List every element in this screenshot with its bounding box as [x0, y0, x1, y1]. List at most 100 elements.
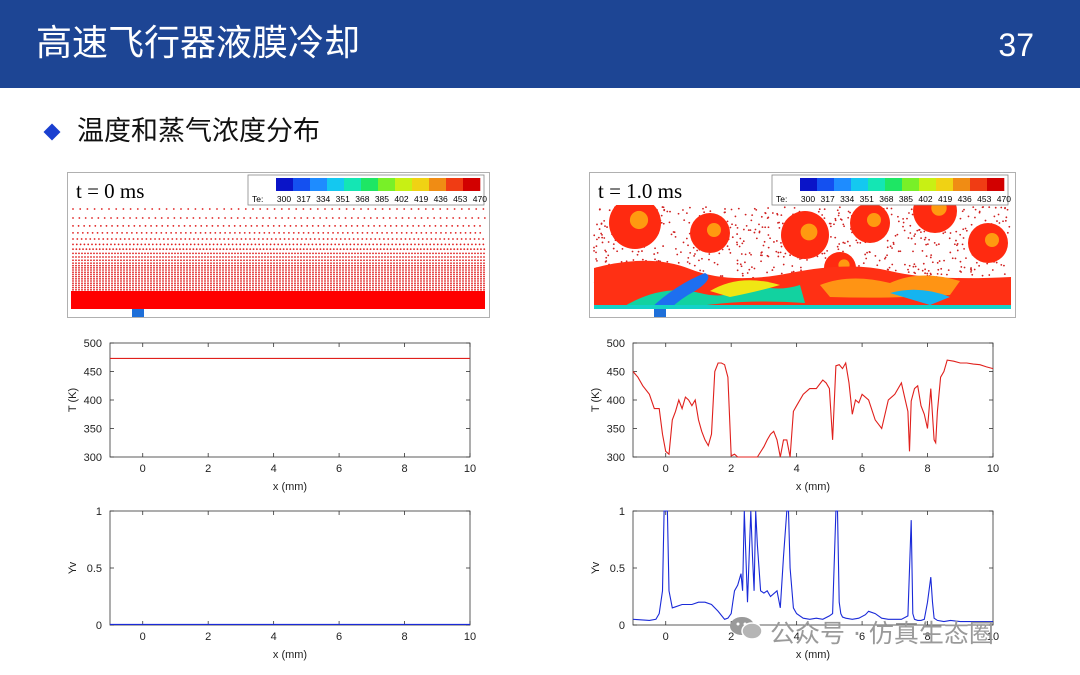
x-tick-label: 8	[401, 463, 407, 475]
y-tick-label: 0	[619, 620, 625, 632]
y-tick-label: 1	[96, 506, 102, 518]
wechat-icon	[730, 617, 763, 640]
y-axis-label: Yv	[590, 561, 602, 574]
x-tick-label: 4	[271, 463, 277, 475]
colorbar-swatch	[868, 178, 886, 191]
y-tick-label: 0.5	[610, 563, 625, 575]
y-tick-label: 350	[84, 424, 102, 436]
colorbar-swatch	[970, 178, 988, 191]
sim-panel-t0: t = 0 ms Te: 300 317 334 351 368 385 402 419 436 4…	[67, 172, 490, 318]
colorbar-tick-label: 334	[316, 194, 330, 204]
colorbar-tick-label: 368	[879, 194, 893, 204]
colorbar-swatch	[987, 178, 1005, 191]
plot-area	[109, 342, 471, 458]
colorbar-swatch	[276, 178, 294, 191]
colorbar: Te: 300 317 334 351 368 385 402 419 436 453 470	[771, 174, 1011, 206]
x-tick-label: 8	[924, 631, 930, 643]
x-tick-label: 8	[401, 631, 407, 643]
y-tick-label: 0	[96, 620, 102, 632]
header-bar: 高速飞行器液膜冷却 37	[0, 0, 1080, 88]
injector-slot	[654, 309, 666, 317]
colorbar-tick-label: 317	[296, 194, 310, 204]
colorbar-tick-label: 402	[394, 194, 408, 204]
colorbar-swatch	[293, 178, 311, 191]
sim-field-t1: t = 1.0 ms Te: 300 317 334 351 368 385 402 419 43…	[590, 173, 1011, 317]
y-tick-label: 300	[607, 452, 625, 464]
colorbar-swatch	[395, 178, 413, 191]
x-axis-label: x (mm)	[273, 649, 307, 661]
x-tick-label: 4	[794, 631, 800, 643]
colorbar-swatch	[936, 178, 954, 191]
plot-area	[632, 510, 994, 626]
colorbar-label: Te:	[776, 194, 787, 204]
colorbar-label: Te:	[252, 194, 263, 204]
colorbar-swatch	[344, 178, 362, 191]
series-line	[632, 510, 993, 623]
colorbar-tick-label: 351	[336, 194, 350, 204]
colorbar-tick-label: 419	[938, 194, 952, 204]
colorbar-swatch	[310, 178, 328, 191]
x-tick-label: 0	[140, 631, 146, 643]
colorbar-swatch	[378, 178, 396, 191]
colorbar-tick-label: 470	[473, 194, 487, 204]
plot-area	[109, 510, 471, 626]
colorbar-tick-label: 453	[453, 194, 467, 204]
vapor-fraction-chart-t1: 0 2 4 6 8 10 0 0.5 1 x (mm) Yv	[590, 506, 999, 661]
x-tick-label: 2	[205, 463, 211, 475]
page-number: 37	[998, 27, 1034, 63]
y-axis-label: T (K)	[590, 388, 602, 412]
injector-slot	[132, 309, 144, 317]
colorbar-swatch	[953, 178, 971, 191]
colorbar-tick-label: 300	[801, 194, 815, 204]
x-tick-label: 6	[336, 463, 342, 475]
x-tick-label: 2	[728, 631, 734, 643]
colorbar-tick-label: 419	[414, 194, 428, 204]
colorbar-swatch	[327, 178, 345, 191]
x-axis-label: x (mm)	[796, 649, 830, 661]
sim-panel-t1: t = 1.0 ms Te: 300 317 334 351 368 385 402 419 43…	[589, 172, 1016, 318]
time-label-bg	[590, 173, 770, 205]
colorbar-swatch	[919, 178, 937, 191]
y-tick-label: 350	[607, 424, 625, 436]
x-tick-label: 2	[728, 463, 734, 475]
y-tick-label: 450	[84, 367, 102, 379]
y-tick-label: 500	[607, 338, 625, 350]
colorbar-swatch	[463, 178, 481, 191]
x-tick-label: 6	[859, 631, 865, 643]
colorbar-tick-label: 470	[997, 194, 1011, 204]
y-tick-label: 400	[607, 395, 625, 407]
y-tick-label: 300	[84, 452, 102, 464]
colorbar-swatch	[361, 178, 379, 191]
x-axis-label: x (mm)	[273, 481, 307, 493]
time-label: t = 0 ms	[76, 179, 144, 203]
colorbar-tick-label: 453	[977, 194, 991, 204]
y-axis-label: T (K)	[67, 388, 79, 412]
colorbar-swatch	[412, 178, 430, 191]
x-tick-label: 0	[663, 631, 669, 643]
section-title: 温度和蒸气浓度分布	[77, 116, 320, 147]
x-tick-label: 10	[987, 463, 999, 475]
series-line	[632, 359, 994, 458]
y-axis-label: Yv	[67, 561, 79, 574]
x-tick-label: 4	[271, 631, 277, 643]
colorbar-tick-label: 334	[840, 194, 854, 204]
colorbar-tick-label: 317	[820, 194, 834, 204]
colorbar-tick-label: 368	[355, 194, 369, 204]
colorbar-swatch	[429, 178, 447, 191]
plot-area	[632, 342, 994, 458]
colorbar-swatch	[800, 178, 818, 191]
y-tick-label: 500	[84, 338, 102, 350]
x-tick-label: 10	[464, 631, 476, 643]
colorbar-tick-label: 385	[899, 194, 913, 204]
x-tick-label: 6	[859, 463, 865, 475]
colorbar-tick-label: 402	[918, 194, 932, 204]
page-title: 高速飞行器液膜冷却	[36, 23, 361, 64]
watermark-text: 公众号 · 仿真生态圈	[770, 619, 994, 648]
x-tick-label: 8	[924, 463, 930, 475]
temperature-chart-t1: 0 2 4 6 8 10 300 350 400 450 500 x (mm) T (K)	[590, 338, 999, 493]
x-tick-label: 2	[205, 631, 211, 643]
x-tick-label: 6	[336, 631, 342, 643]
colorbar-tick-label: 351	[860, 194, 874, 204]
x-tick-label: 10	[987, 631, 999, 643]
colorbar-tick-label: 385	[375, 194, 389, 204]
